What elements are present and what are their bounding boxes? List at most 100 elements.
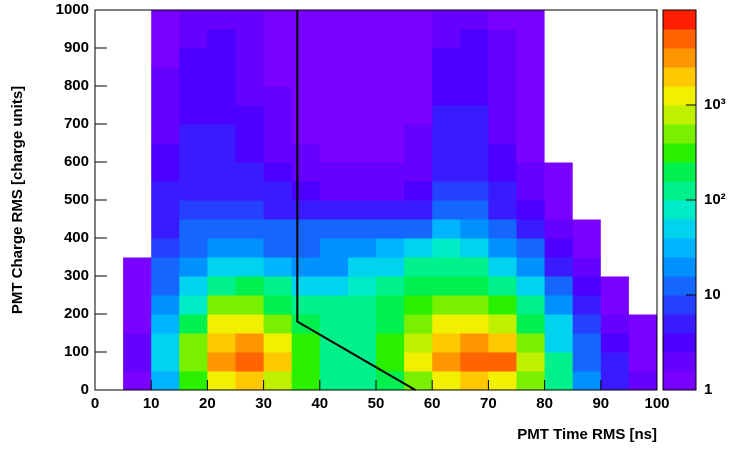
heatmap-cell: [207, 124, 236, 144]
heatmap-cell: [95, 257, 124, 277]
x-tick-label: 80: [536, 395, 553, 412]
heatmap-cell: [572, 67, 602, 87]
heatmap-cell: [235, 352, 265, 372]
heatmap-cell: [291, 295, 321, 315]
heatmap-cell: [95, 10, 124, 30]
heatmap-cell: [488, 124, 517, 144]
heatmap-cell: [488, 352, 517, 372]
heatmap-cell: [516, 67, 546, 87]
heatmap-cell: [404, 352, 433, 372]
heatmap-cell: [572, 29, 602, 49]
heatmap-cell: [319, 143, 349, 163]
heatmap-cell: [628, 29, 658, 49]
heatmap-cell: [123, 238, 152, 258]
heatmap-cell: [263, 371, 293, 391]
heatmap-cell: [600, 143, 630, 163]
heatmap-cell: [376, 162, 405, 182]
heatmap-cell: [319, 295, 349, 315]
heatmap-cell: [179, 124, 208, 144]
heatmap-cell: [544, 86, 574, 106]
heatmap-cell: [319, 238, 349, 258]
heatmap-cell: [95, 29, 124, 49]
heatmap-cell: [263, 181, 293, 201]
heatmap-cell: [207, 143, 236, 163]
colorbar-band: [663, 86, 696, 106]
heatmap-cell: [347, 162, 377, 182]
heatmap-cell: [95, 276, 124, 296]
heatmap-cell: [151, 333, 180, 353]
heatmap-cell: [544, 181, 574, 201]
heatmap-cell: [95, 181, 124, 201]
heatmap-cell: [151, 314, 180, 334]
heatmap-cell: [291, 124, 321, 144]
heatmap-cell: [95, 162, 124, 182]
heatmap-cell: [347, 86, 377, 106]
heatmap-cell: [123, 276, 152, 296]
heatmap-cell: [291, 333, 321, 353]
heatmap-cell: [432, 48, 461, 68]
heatmap-cell: [263, 162, 293, 182]
heatmap-cell: [235, 257, 265, 277]
heatmap-cell: [95, 48, 124, 68]
heatmap-cell: [235, 181, 265, 201]
heatmap-cell: [376, 238, 405, 258]
heatmap-cell: [151, 295, 180, 315]
heatmap-cell: [516, 181, 546, 201]
colorbar-tick-label: 10: [704, 286, 721, 303]
heatmap-cell: [460, 29, 489, 49]
heatmap-cell: [123, 257, 152, 277]
heatmap-cell: [347, 276, 377, 296]
heatmap-cell: [95, 86, 124, 106]
heatmap-cell: [376, 181, 405, 201]
heatmap-cell: [516, 295, 546, 315]
heatmap-cell: [291, 238, 321, 258]
heatmap-cell: [151, 143, 180, 163]
heatmap-cell: [628, 200, 658, 220]
heatmap-cell: [516, 162, 546, 182]
heatmap-cell: [123, 48, 152, 68]
heatmap-cell: [600, 200, 630, 220]
heatmap-cell: [319, 219, 349, 239]
x-tick-label: 20: [199, 395, 216, 412]
y-tick-label: 200: [64, 305, 89, 322]
heatmap-cell: [404, 143, 433, 163]
heatmap-cell: [291, 276, 321, 296]
heatmap-cell: [347, 67, 377, 87]
heatmap-cell: [376, 86, 405, 106]
heatmap-cell: [207, 238, 236, 258]
heatmap-cell: [207, 29, 236, 49]
heatmap-cell: [376, 219, 405, 239]
colorbar-band: [663, 257, 696, 277]
heatmap-cell: [572, 371, 602, 391]
heatmap-cell: [404, 10, 433, 30]
heatmap-cell: [516, 219, 546, 239]
heatmap-cell: [404, 181, 433, 201]
x-tick-label: 0: [91, 395, 99, 412]
heatmap-cell: [376, 67, 405, 87]
heatmap-cell: [460, 276, 489, 296]
heatmap-cell: [544, 257, 574, 277]
heatmap-cell: [319, 29, 349, 49]
colorbar-tick-label: 10³: [704, 96, 726, 113]
heatmap-cell: [432, 257, 461, 277]
heatmap-cell: [347, 124, 377, 144]
heatmap-cell: [291, 105, 321, 125]
heatmap-cell: [179, 67, 208, 87]
heatmap-cell: [628, 67, 658, 87]
heatmap-cell: [263, 124, 293, 144]
heatmap-cell: [151, 162, 180, 182]
heatmap-cell: [544, 48, 574, 68]
heatmap-cell: [628, 124, 658, 144]
heatmap-cell: [151, 181, 180, 201]
heatmap-cell: [319, 200, 349, 220]
heatmap-cell: [263, 295, 293, 315]
heatmap-cell: [628, 276, 658, 296]
heatmap-cell: [628, 238, 658, 258]
heatmap-cell: [572, 181, 602, 201]
heatmap-cell: [123, 10, 152, 30]
heatmap-cell: [95, 352, 124, 372]
colorbar-band: [663, 295, 696, 315]
heatmap-cell: [572, 10, 602, 30]
heatmap-cell: [95, 200, 124, 220]
